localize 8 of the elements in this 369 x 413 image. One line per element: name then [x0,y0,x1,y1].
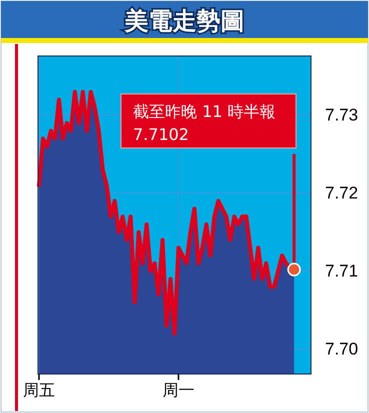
y-tick-label: 7.70 [325,340,358,358]
x-tick-label: 周五 [23,382,55,400]
chart-title: 美電走勢圖 [124,7,244,35]
y-tick-label: 7.73 [325,106,358,125]
y-tick-label: 7.71 [325,262,358,281]
annotation: 截至昨晚 11 時半報 7.7102 [133,102,281,144]
x-tick-label: 周一 [162,382,194,400]
y-tick-label: 7.72 [325,184,358,203]
